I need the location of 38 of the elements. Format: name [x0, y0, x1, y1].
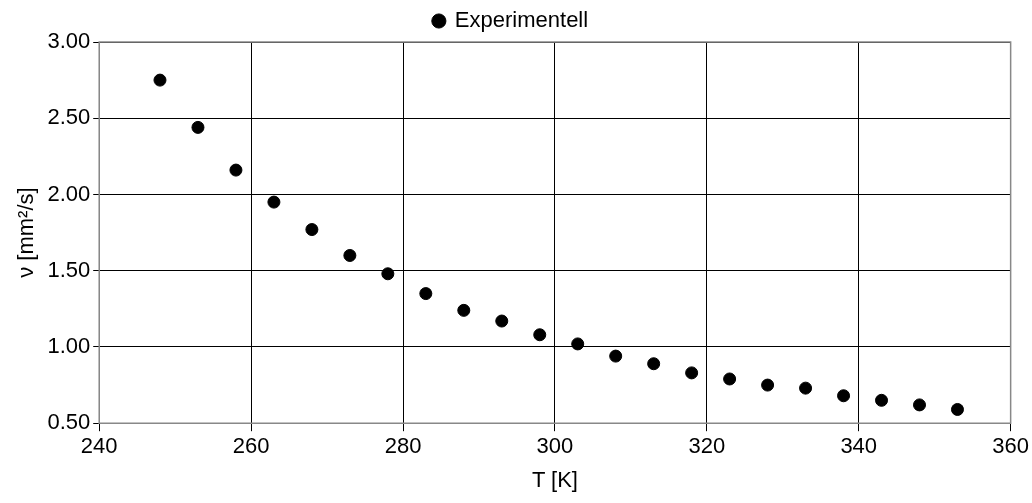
- point: [950, 402, 964, 416]
- x-tick-label: 340: [840, 433, 878, 459]
- point: [419, 287, 433, 301]
- point: [457, 303, 471, 317]
- y-tick-label: 1.00: [47, 333, 91, 359]
- point: [153, 73, 167, 87]
- y-tick-label: 2.00: [47, 180, 91, 206]
- x-tick-label: 240: [80, 433, 118, 459]
- x-tick-label: 260: [232, 433, 270, 459]
- point: [723, 372, 737, 386]
- x-axis-title: T [K]: [531, 466, 578, 492]
- point: [837, 389, 851, 403]
- x-tick-label: 300: [536, 433, 574, 459]
- point: [875, 393, 889, 407]
- x-tick-label: 360: [992, 433, 1030, 459]
- point: [685, 366, 699, 380]
- x-tick-label: 280: [384, 433, 422, 459]
- point: [533, 328, 547, 342]
- y-tick-label: 3.00: [47, 28, 91, 54]
- y-tick-label: 1.50: [47, 256, 91, 282]
- x-tick-label: 320: [688, 433, 726, 459]
- point: [799, 381, 813, 395]
- point: [913, 398, 926, 412]
- point: [191, 120, 205, 134]
- point: [609, 349, 623, 363]
- point: [647, 357, 661, 371]
- y-tick-label: 2.50: [47, 104, 91, 130]
- point: [229, 163, 243, 177]
- point: [381, 267, 395, 281]
- point: [571, 337, 585, 351]
- point: [343, 248, 357, 262]
- legend-label: Experimentell: [454, 7, 589, 33]
- point: [761, 378, 775, 392]
- y-tick-label: 0.50: [47, 409, 91, 435]
- point: [267, 195, 281, 209]
- y-axis-title: ν [mm²/s]: [13, 187, 39, 278]
- point: [495, 314, 509, 328]
- point: [305, 223, 319, 237]
